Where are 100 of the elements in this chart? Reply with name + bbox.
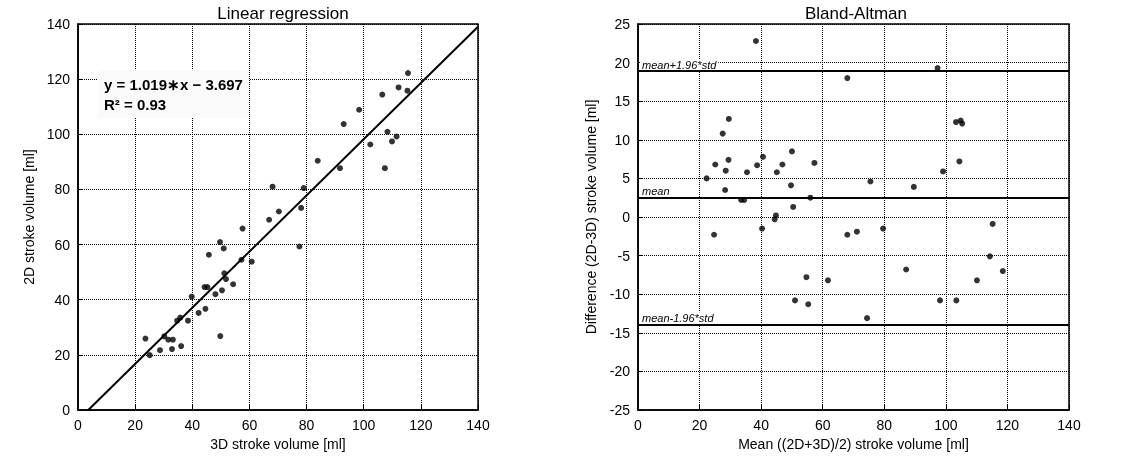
x-tick-label: 60: [814, 417, 831, 433]
point: [772, 212, 779, 219]
point: [792, 297, 799, 304]
point: [779, 161, 786, 168]
point: [405, 70, 411, 77]
point: [844, 231, 851, 238]
point: [773, 169, 780, 176]
point: [788, 182, 795, 189]
point: [703, 175, 710, 182]
point: [725, 115, 732, 122]
point: [811, 159, 818, 166]
x-tick-label: 0: [74, 417, 83, 433]
x-tick-label: 140: [466, 417, 490, 433]
point: [230, 281, 237, 288]
y-tick-label: 140: [46, 16, 71, 32]
x-tick-label: 0: [634, 417, 643, 433]
point: [404, 87, 411, 94]
point: [202, 305, 209, 312]
point: [381, 165, 388, 172]
point: [953, 297, 960, 304]
y-tick-label: 15: [614, 93, 631, 110]
x-axis-title: 3D stroke volume [ml]: [210, 435, 346, 452]
point: [389, 138, 395, 145]
y-tick-label: 100: [46, 126, 71, 143]
point: [743, 169, 750, 176]
y-tick-label: 0: [62, 402, 71, 418]
y-tick-label: -5: [617, 247, 631, 264]
x-tick-label: 80: [876, 417, 893, 433]
point: [266, 216, 273, 223]
point: [314, 157, 321, 164]
point: [356, 106, 363, 113]
x-tick-label: 120: [995, 417, 1020, 433]
y-tick-label: -20: [609, 363, 631, 380]
point: [205, 251, 212, 258]
point: [300, 185, 307, 192]
point: [269, 183, 276, 190]
point: [973, 277, 980, 284]
point: [223, 276, 229, 283]
point: [953, 119, 960, 126]
point: [754, 162, 761, 169]
point: [986, 253, 993, 260]
point: [185, 317, 191, 324]
point: [393, 133, 400, 140]
point: [722, 167, 729, 174]
x-tick-label: 100: [352, 417, 376, 433]
point: [880, 225, 887, 232]
point: [146, 352, 153, 359]
y-tick-label: 25: [614, 16, 631, 32]
x-tick-label: 20: [127, 417, 144, 433]
point: [719, 130, 726, 137]
x-tick-label: 40: [753, 417, 770, 433]
point: [790, 203, 797, 210]
point: [760, 153, 766, 160]
point: [903, 266, 910, 273]
point: [989, 220, 996, 227]
point: [910, 183, 917, 190]
x-tick-label: 100: [934, 417, 958, 433]
point: [195, 309, 202, 316]
x-tick-label: 20: [691, 417, 708, 433]
x-tick-label: 140: [1057, 417, 1081, 433]
x-tick-label: 80: [298, 417, 315, 433]
point: [275, 208, 282, 215]
y-tick-label: 20: [614, 54, 631, 71]
point: [844, 75, 851, 82]
point: [157, 347, 163, 354]
point: [239, 225, 246, 232]
point: [384, 128, 391, 135]
point: [940, 168, 947, 175]
point: [340, 121, 347, 128]
y-tick-label: -15: [609, 324, 631, 341]
y-tick-label: 5: [622, 170, 631, 187]
point: [937, 297, 944, 304]
point: [752, 37, 759, 44]
point: [824, 277, 831, 284]
point: [853, 228, 860, 235]
point: [212, 291, 219, 298]
ref-line-label: mean+1.96*std: [642, 58, 718, 71]
point: [722, 186, 729, 193]
point: [867, 178, 874, 185]
point: [864, 315, 871, 322]
point: [395, 84, 402, 91]
point: [178, 343, 185, 350]
point: [169, 336, 176, 343]
point: [759, 225, 766, 232]
chart-title: Bland-Altman: [804, 4, 908, 23]
y-axis-title: 2D stroke volume [ml]: [20, 149, 37, 285]
point: [217, 333, 224, 340]
point: [805, 301, 812, 308]
point: [298, 204, 305, 211]
point: [248, 258, 255, 265]
y-tick-label: -10: [609, 286, 631, 303]
x-axis-title: Mean ((2D+3D)/2) stroke volume [ml]: [738, 435, 969, 452]
y-tick-label: 20: [54, 346, 71, 363]
point: [296, 243, 303, 250]
point: [788, 148, 795, 155]
point: [999, 268, 1006, 275]
ref-line-label: mean-1.96*std: [642, 311, 715, 324]
point: [142, 335, 149, 342]
point: [803, 274, 810, 281]
y-tick-label: 120: [46, 71, 71, 88]
